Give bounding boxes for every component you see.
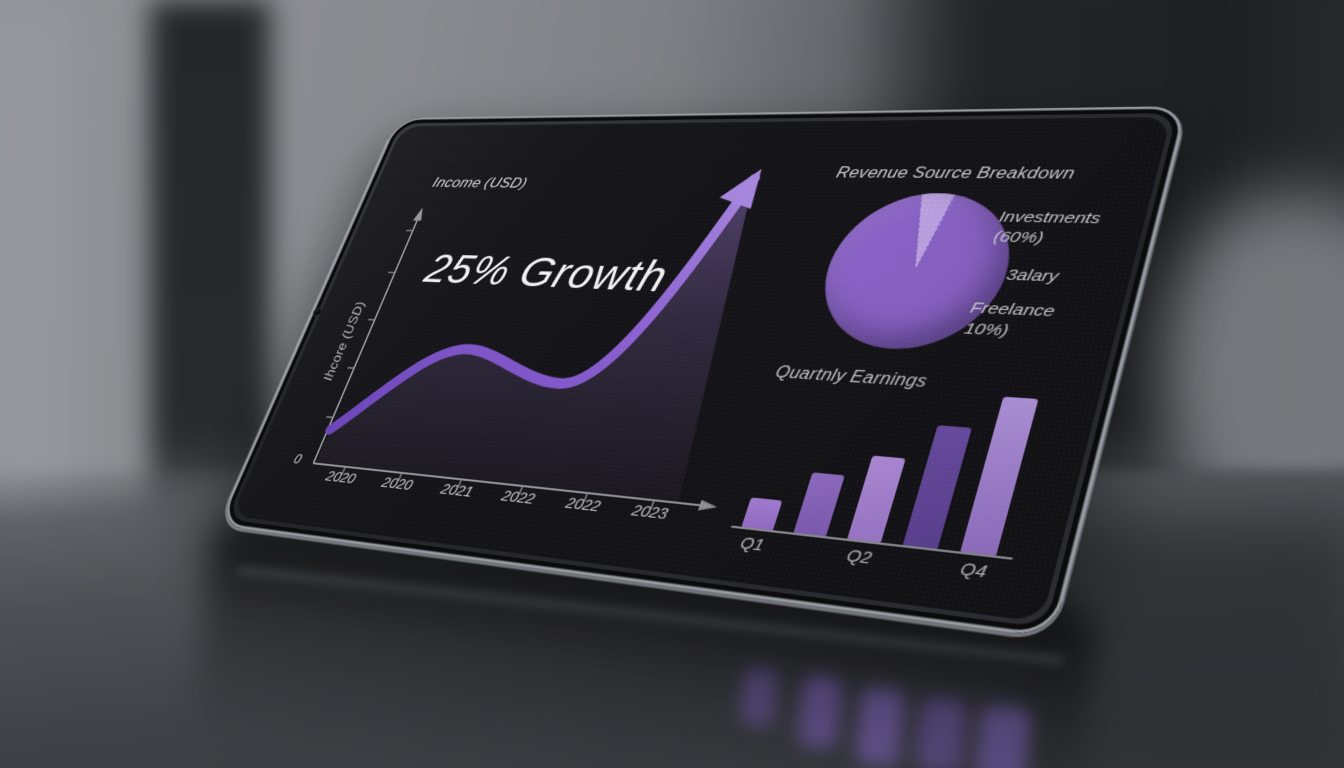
growth-annotation: 25% Growth: [418, 245, 676, 301]
bar-label-q4: Q4: [957, 559, 990, 583]
bar-reflection-1: [739, 666, 779, 728]
x-tick-label-2: 2020: [379, 474, 416, 494]
bar-reflection-3: [854, 685, 906, 768]
bar-2: [793, 472, 845, 537]
y-axis: [307, 207, 427, 463]
trend-arrowhead-icon: [715, 168, 765, 209]
line-chart-title: Income (USD): [430, 174, 531, 192]
legend-item-investments: Investments (60%): [991, 208, 1103, 247]
tablet-screen[interactable]: Income (USD) 25% Growth Ihcore (USD) 0 2…: [231, 117, 1172, 623]
x-tick-label-4: 2022: [498, 487, 538, 508]
bar-reflection-5: [974, 703, 1032, 768]
tablet-device: Income (USD) 25% Growth Ihcore (USD) 0 2…: [218, 106, 1188, 638]
pie-chart-title: Revenue Source Breakdown: [834, 165, 1077, 183]
bar-5: [960, 396, 1039, 556]
y-axis-label: Ihcore (USD): [320, 301, 369, 382]
bar-label-q1: Q1: [737, 533, 767, 556]
blurred-chair-silhouette: [1160, 195, 1344, 535]
bar-chart-bars: [741, 382, 1039, 556]
legend-item-freelance: Freelance 10%): [962, 299, 1058, 341]
bar-reflection-4: [914, 695, 968, 768]
bar-1: [741, 497, 783, 531]
dashboard: Income (USD) 25% Growth Ihcore (USD) 0 2…: [231, 117, 1171, 622]
trend-line: [330, 177, 754, 461]
legend-item-salary: 3alary: [1004, 266, 1061, 286]
area-fill: [315, 177, 790, 503]
bar-3: [847, 455, 906, 543]
x-tick-label-5: 2022: [563, 494, 604, 516]
x-tick-label-6: 2023: [629, 501, 671, 524]
bar-reflection-2: [796, 674, 844, 750]
bar-4: [902, 425, 972, 549]
origin-label: 0: [291, 451, 305, 467]
wall-light-sliver: [0, 0, 80, 768]
x-tick-label-1: 2020: [323, 468, 359, 488]
x-tick-label-3: 2021: [438, 480, 476, 501]
bar-label-q2: Q2: [844, 545, 874, 569]
line-chart-canvas: [231, 117, 790, 513]
